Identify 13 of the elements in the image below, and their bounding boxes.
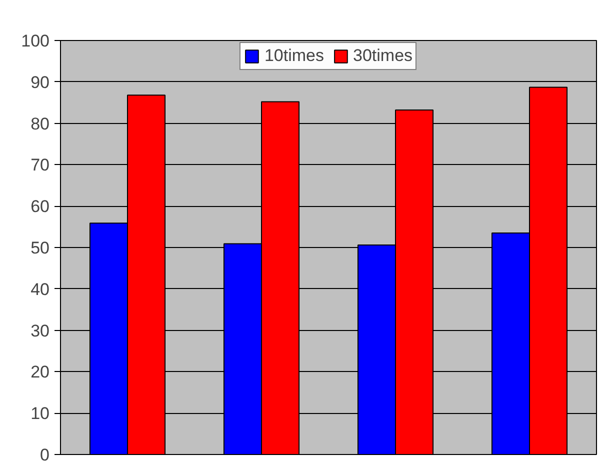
legend-label: 30times: [353, 46, 413, 66]
y-tick-label: 0: [40, 446, 50, 464]
y-tick-label: 90: [30, 72, 50, 92]
y-tick-label: 10: [30, 404, 50, 424]
y-tick-label: 100: [21, 32, 50, 50]
y-tick-label: 30: [30, 321, 50, 340]
y-tick-label: 50: [30, 238, 50, 258]
y-tick-label: 60: [30, 197, 50, 216]
y-tick-label: 20: [30, 362, 50, 382]
legend-label: 10times: [264, 46, 324, 66]
y-tick-label: 40: [30, 280, 50, 299]
y-tick-label: 70: [30, 156, 50, 175]
y-tick-label: 80: [30, 114, 50, 134]
